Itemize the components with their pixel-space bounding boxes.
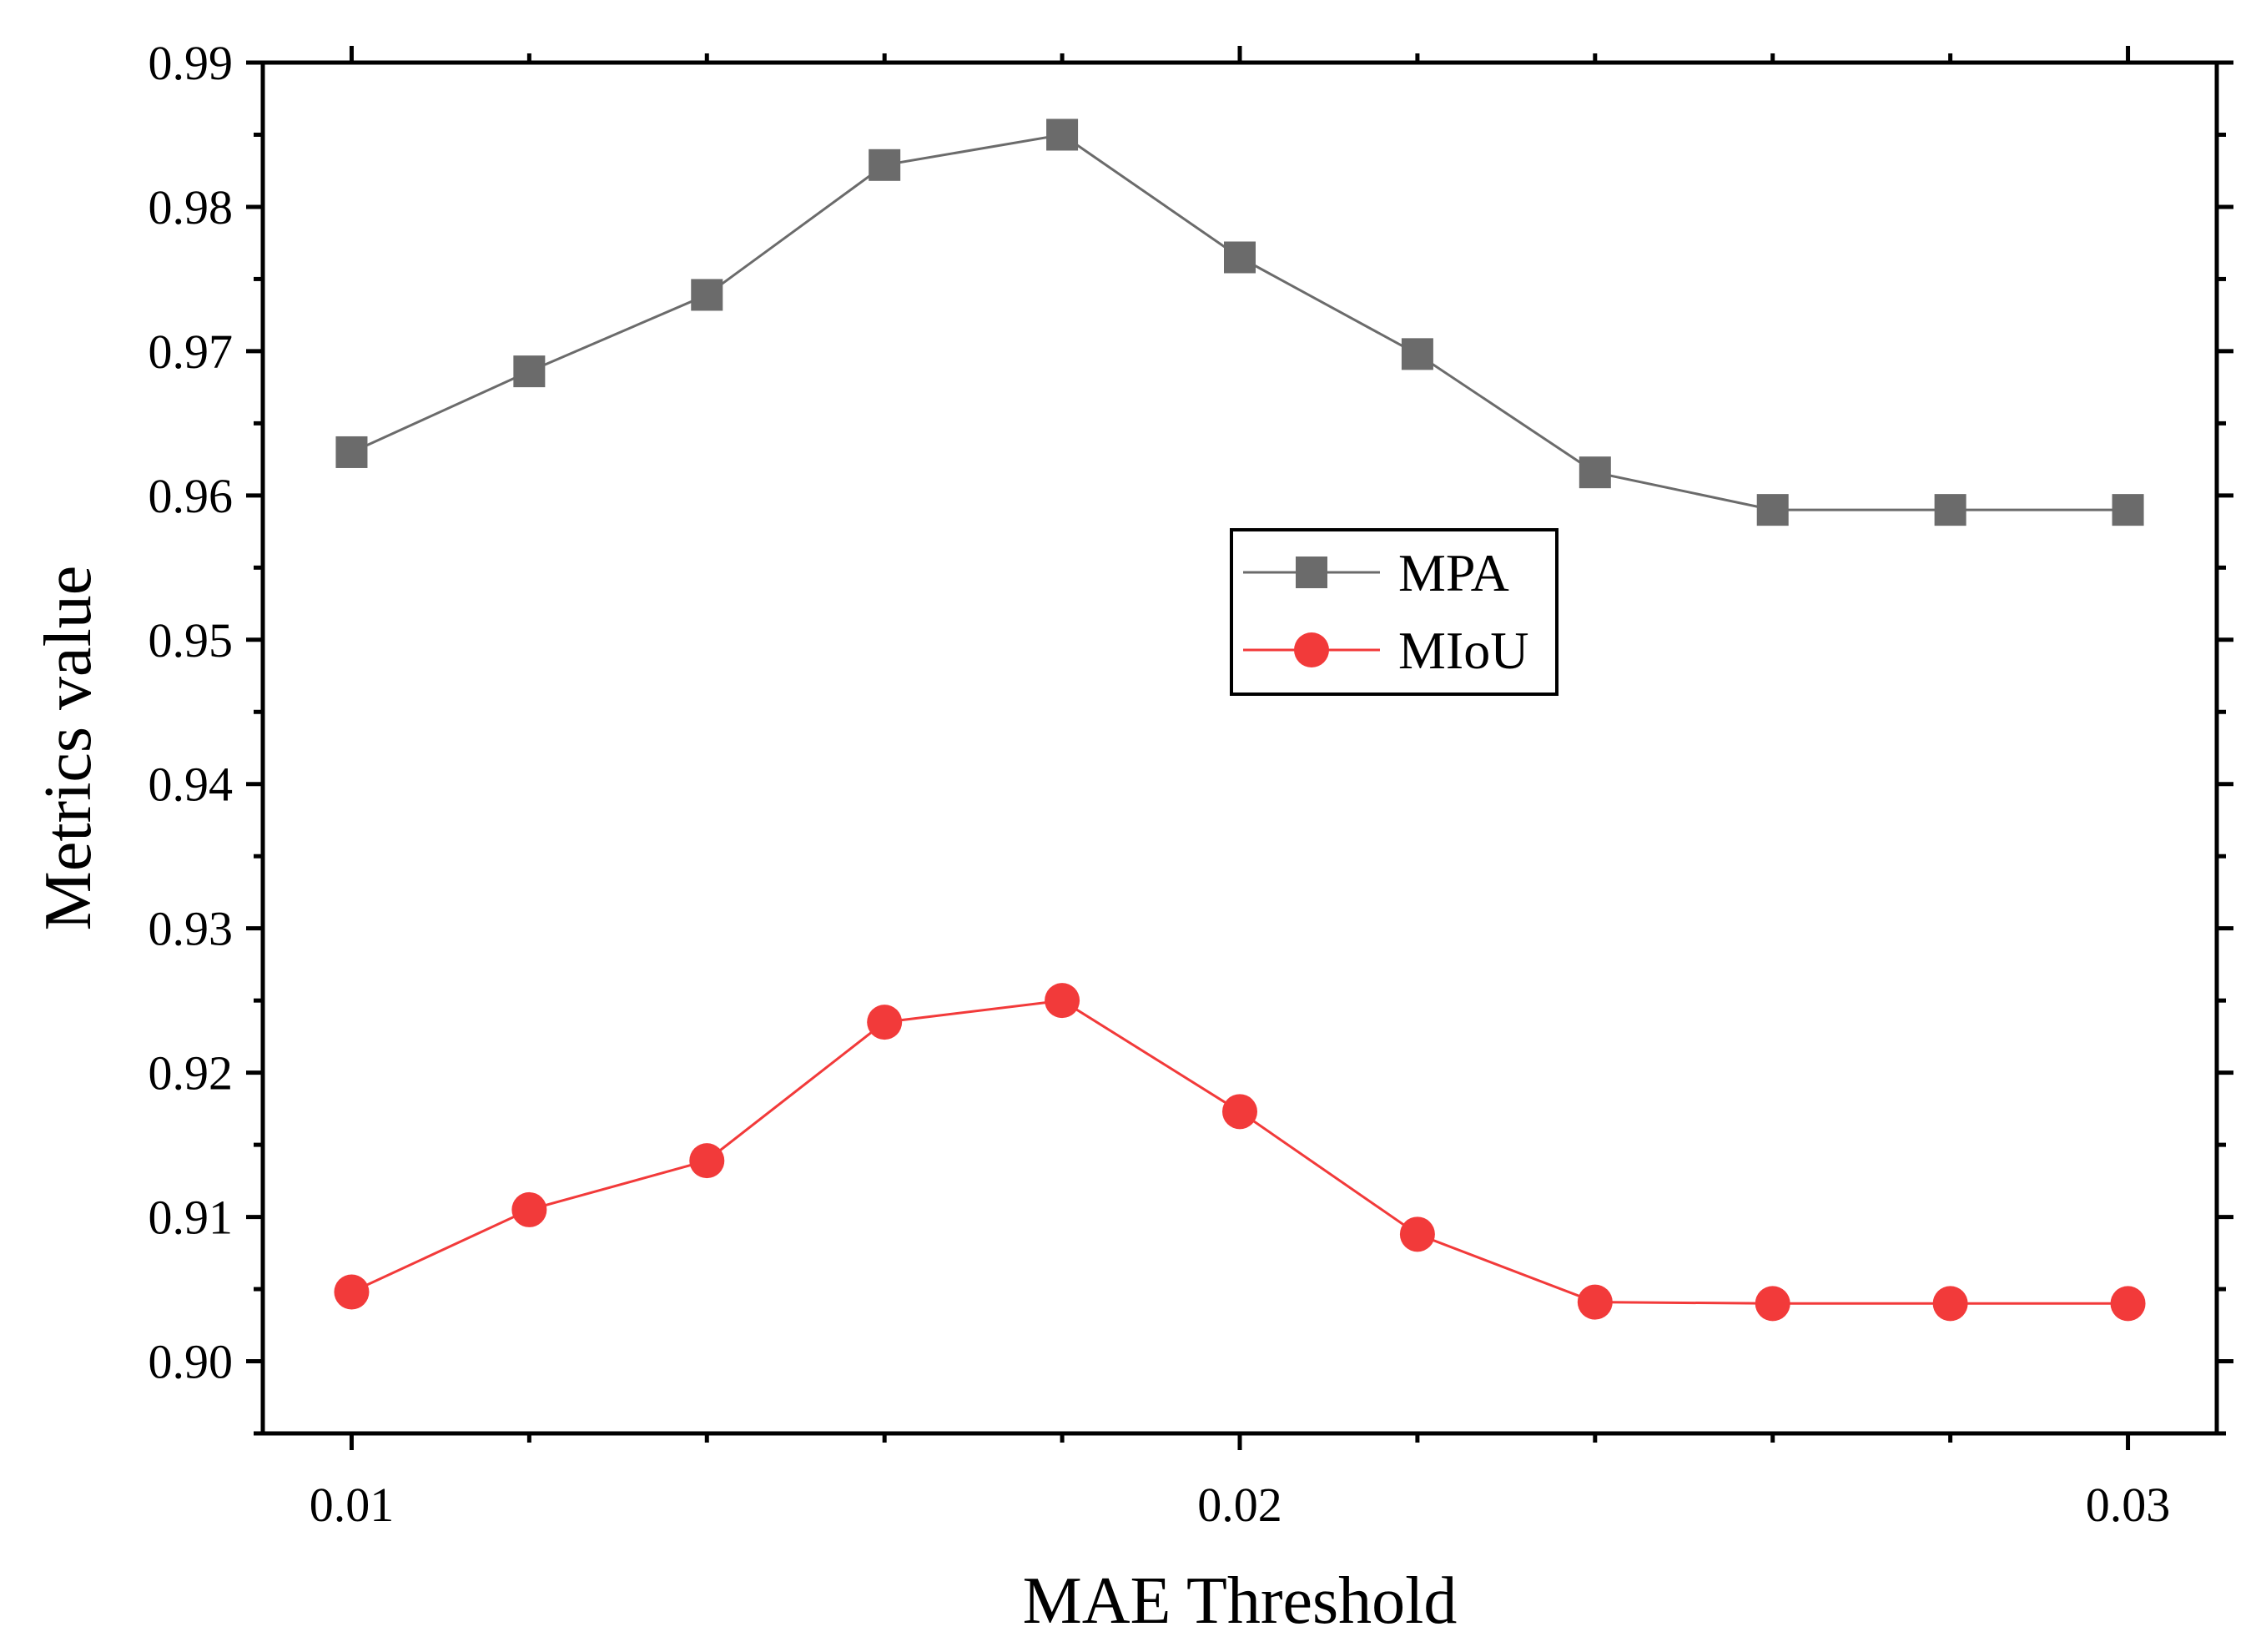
data-point-mpa	[1934, 494, 1966, 526]
data-point-miou	[1577, 1284, 1613, 1320]
data-point-miou	[1399, 1216, 1435, 1252]
y-tick-label: 0.96	[149, 469, 234, 523]
data-point-miou	[867, 1005, 903, 1040]
legend: MPA MIoU	[1230, 528, 1559, 696]
y-tick-label: 0.92	[149, 1046, 234, 1100]
y-tick-label: 0.91	[149, 1191, 234, 1245]
y-tick-label: 0.99	[149, 36, 234, 90]
data-point-mpa	[1756, 494, 1789, 526]
data-point-mpa	[691, 279, 723, 311]
data-point-mpa	[1579, 456, 1611, 489]
data-point-miou	[689, 1143, 725, 1179]
data-series	[334, 118, 2146, 1322]
data-point-miou	[1222, 1094, 1257, 1130]
y-tick-label: 0.95	[149, 613, 234, 667]
plot-frame	[260, 60, 2219, 1436]
y-tick-label: 0.90	[149, 1335, 234, 1389]
series-line-miou	[350, 999, 2128, 1305]
series-mpa	[335, 118, 2144, 526]
data-point-mpa	[1224, 241, 1256, 274]
x-tick-label: 0.02	[1197, 1478, 1282, 1532]
data-point-miou	[1755, 1286, 1790, 1322]
data-point-mpa	[335, 436, 368, 468]
data-point-mpa	[2112, 494, 2144, 526]
x-tick-label: 0.03	[2086, 1478, 2171, 1532]
legend-label-mpa: MPA	[1398, 543, 1509, 602]
data-point-miou	[2110, 1286, 2146, 1322]
y-tick-label: 0.93	[149, 902, 234, 956]
legend-marker-mpa	[1296, 557, 1327, 588]
data-point-miou	[334, 1274, 370, 1310]
series-miou	[334, 983, 2146, 1322]
axis-tick-labels: 0.90 0.91 0.92 0.93 0.94 0.95 0.96 0.97 0.98 0.99…	[149, 36, 2171, 1532]
y-tick-label: 0.94	[149, 758, 234, 812]
x-axis-title: MAE Threshold	[1023, 1564, 1458, 1638]
data-point-mpa	[869, 149, 901, 181]
legend-label-miou: MIoU	[1398, 621, 1528, 680]
data-point-mpa	[513, 355, 546, 388]
legend-box	[1230, 528, 1559, 696]
data-point-miou	[1932, 1286, 1968, 1322]
y-tick-label: 0.97	[149, 325, 234, 379]
series-line-mpa	[350, 133, 2128, 511]
x-tick-label: 0.01	[310, 1478, 395, 1532]
y-tick-label: 0.98	[149, 180, 234, 234]
legend-marker-miou	[1294, 632, 1329, 667]
data-point-miou	[511, 1191, 547, 1227]
y-axis-title: Metrics value	[32, 566, 105, 931]
data-point-miou	[1045, 983, 1080, 1019]
data-point-mpa	[1046, 118, 1079, 151]
data-point-mpa	[1401, 338, 1433, 370]
